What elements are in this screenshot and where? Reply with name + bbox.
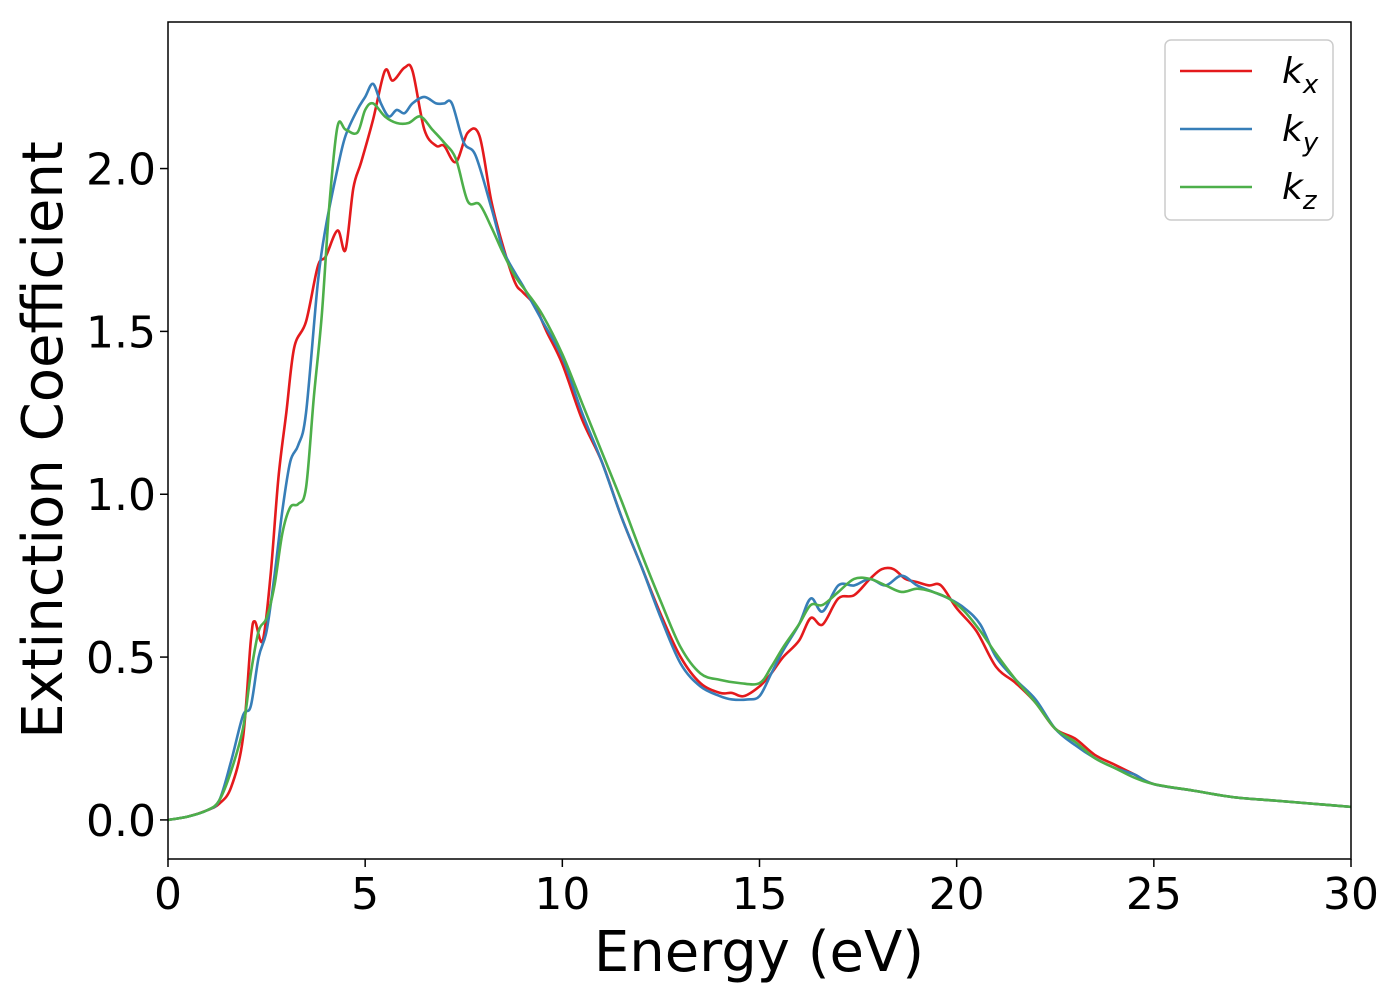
y-axis-label: Extinction Coefficient <box>11 141 76 739</box>
legend-label-y: ky <box>1282 109 1319 158</box>
y-tick-label: 2.0 <box>86 145 156 196</box>
legend-label-base: k <box>1282 51 1305 92</box>
plot-frame <box>167 21 1352 860</box>
legend-label-z: kz <box>1282 167 1318 216</box>
series-line-y <box>167 82 1352 822</box>
legend-label-base: k <box>1282 109 1305 150</box>
y-tick-label: 1.5 <box>86 307 156 358</box>
y-tick-label: 1.0 <box>86 470 156 521</box>
series-line-z <box>167 101 1352 822</box>
legend-label-sub: y <box>1302 128 1319 158</box>
legend-label-x: kx <box>1282 51 1319 100</box>
x-tick-label: 20 <box>929 869 985 920</box>
y-tick-label: 0.0 <box>86 796 156 847</box>
x-tick-label: 0 <box>154 869 182 920</box>
x-tick-label: 10 <box>534 869 590 920</box>
legend-label-sub: z <box>1302 186 1318 216</box>
y-axis: 0.0 0.5 1.0 1.5 2.0 <box>86 145 168 847</box>
x-tick-label: 30 <box>1323 869 1379 920</box>
x-tick-label: 25 <box>1126 869 1182 920</box>
legend-label-sub: x <box>1302 70 1319 100</box>
plot-series <box>167 63 1352 822</box>
y-tick-label: 0.5 <box>86 633 156 684</box>
x-tick-label: 5 <box>351 869 379 920</box>
legend-label-base: k <box>1282 167 1305 208</box>
x-axis-label: Energy (eV) <box>594 920 924 985</box>
x-axis: 0 5 10 15 20 25 30 <box>154 859 1379 920</box>
x-tick-label: 15 <box>732 869 788 920</box>
